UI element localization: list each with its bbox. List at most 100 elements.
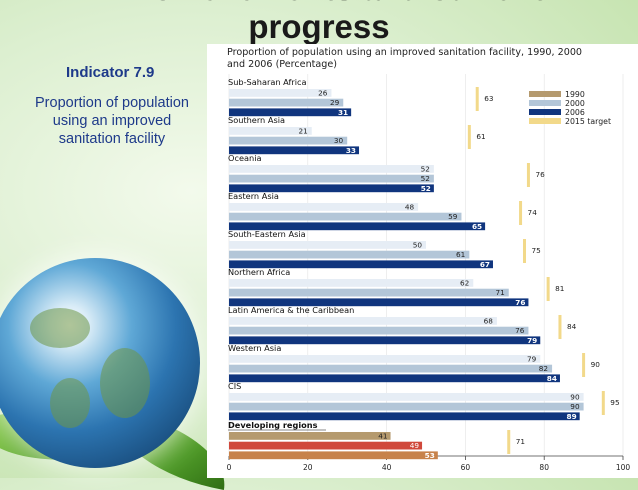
- bar-label-5-2: 76: [515, 298, 525, 307]
- slide-title-line1: II. Achievements and current: [0, 0, 638, 8]
- bar-label-2-1: 52: [421, 174, 430, 183]
- target-marker-0: [475, 87, 479, 111]
- bar-label-6-0: 68: [484, 316, 494, 325]
- category-label-3: Eastern Asia: [228, 191, 279, 201]
- target-label-5: 81: [555, 284, 564, 293]
- bar-1-1: [229, 136, 348, 145]
- target-marker-8: [601, 391, 605, 415]
- indicator-description: Proportion of population using an improv…: [35, 95, 189, 147]
- bar-label-9-2: 53: [425, 451, 435, 460]
- target-label-1: 61: [476, 132, 485, 141]
- bar-label-8-1: 90: [570, 402, 580, 411]
- xtick-label-20: 20: [303, 463, 313, 472]
- legend-label-0: 1990: [565, 90, 585, 99]
- bar-label-7-2: 84: [547, 374, 557, 383]
- target-marker-3: [519, 201, 523, 225]
- bar-5-0: [229, 279, 474, 287]
- bar-9-1: [229, 441, 423, 450]
- xtick-label-0: 0: [227, 463, 232, 472]
- bar-3-0: [229, 203, 419, 211]
- bar-label-9-0: 41: [378, 431, 387, 440]
- category-label-2: Oceania: [228, 153, 261, 163]
- bar-5-1: [229, 288, 509, 297]
- slide-title: II. Achievements and current progress: [0, 0, 638, 46]
- bar-label-9-1: 49: [410, 441, 420, 450]
- bar-label-5-0: 62: [460, 278, 469, 287]
- legend-label-3: 2015 target: [565, 117, 611, 126]
- legend-label-2: 2006: [565, 108, 585, 117]
- target-label-6: 84: [567, 322, 577, 331]
- bar-label-3-0: 48: [405, 202, 415, 211]
- legend-swatch-0: [529, 91, 561, 97]
- legend-swatch-2: [529, 109, 561, 115]
- bar-0-0: [229, 89, 332, 97]
- bar-1-0: [229, 127, 312, 135]
- bar-label-4-0: 50: [413, 240, 423, 249]
- xtick-label-40: 40: [382, 463, 392, 472]
- bar-0-2: [229, 108, 352, 117]
- bar-3-1: [229, 212, 462, 221]
- target-label-9: 71: [516, 437, 525, 446]
- bar-label-8-2: 89: [567, 412, 577, 421]
- bar-2-0: [229, 165, 434, 173]
- bar-7-2: [229, 374, 560, 383]
- globe-image: [0, 258, 200, 468]
- bar-label-1-1: 30: [334, 136, 344, 145]
- bar-1-2: [229, 146, 360, 155]
- chart-title-line1: Proportion of population using an improv…: [227, 47, 582, 58]
- bar-label-3-1: 59: [448, 212, 458, 221]
- bar-label-1-0: 21: [298, 126, 307, 135]
- bar-label-1-2: 33: [346, 146, 356, 155]
- bar-5-2: [229, 298, 529, 307]
- target-marker-5: [546, 277, 550, 301]
- category-label-9: Developing regions: [228, 420, 318, 430]
- category-label-0: Sub-Saharan Africa: [228, 77, 307, 87]
- bar-label-0-1: 29: [330, 98, 340, 107]
- target-marker-2: [526, 163, 530, 187]
- bar-label-4-1: 61: [456, 250, 465, 259]
- target-label-4: 75: [532, 246, 541, 255]
- bar-label-7-1: 82: [539, 364, 548, 373]
- legend-label-1: 2000: [565, 99, 585, 108]
- bar-label-4-2: 67: [480, 260, 490, 269]
- target-label-2: 76: [535, 170, 545, 179]
- slide-title-line2: progress: [248, 8, 390, 45]
- target-label-0: 63: [484, 94, 494, 103]
- bar-0-1: [229, 98, 344, 107]
- bar-4-2: [229, 260, 493, 269]
- bar-8-1: [229, 402, 584, 411]
- bar-label-5-1: 71: [495, 288, 504, 297]
- bar-7-1: [229, 364, 553, 373]
- bar-label-2-0: 52: [421, 164, 430, 173]
- category-label-7: Western Asia: [228, 343, 281, 353]
- bar-8-0: [229, 393, 584, 401]
- globe-continent-1: [30, 308, 90, 348]
- indicator-label: Indicator 7.9: [66, 64, 155, 81]
- bar-3-2: [229, 222, 486, 231]
- bar-4-0: [229, 241, 426, 249]
- category-label-1: Southern Asia: [228, 115, 285, 125]
- legend-swatch-1: [529, 100, 561, 106]
- bar-6-2: [229, 336, 541, 345]
- bar-label-6-1: 76: [515, 326, 525, 335]
- bar-9-2: [229, 451, 438, 460]
- category-label-8: CIS: [228, 381, 241, 391]
- bar-label-0-0: 26: [318, 88, 328, 97]
- target-marker-1: [467, 125, 471, 149]
- bar-label-8-0: 90: [570, 392, 580, 401]
- bar-7-0: [229, 355, 541, 363]
- bar-9-0: [229, 432, 391, 440]
- xtick-label-80: 80: [539, 463, 549, 472]
- target-marker-9: [507, 430, 511, 454]
- globe-continent-3: [50, 378, 90, 428]
- chart-panel: Proportion of population using an improv…: [207, 44, 638, 478]
- target-marker-6: [558, 315, 562, 339]
- bar-label-2-2: 52: [421, 184, 431, 193]
- xtick-label-60: 60: [461, 463, 471, 472]
- category-label-5: Northern Africa: [228, 267, 290, 277]
- target-label-7: 90: [591, 360, 601, 369]
- bar-6-0: [229, 317, 497, 325]
- target-label-3: 74: [528, 208, 538, 217]
- bar-2-1: [229, 174, 434, 183]
- bar-label-3-2: 65: [472, 222, 482, 231]
